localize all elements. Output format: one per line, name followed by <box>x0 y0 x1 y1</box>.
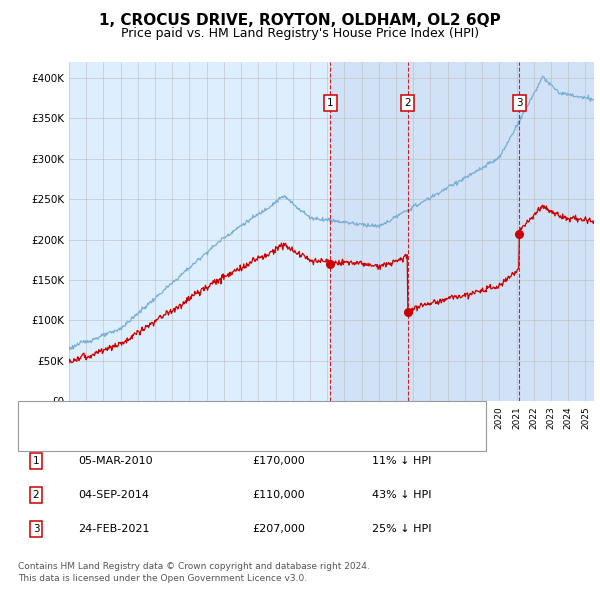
Text: £170,000: £170,000 <box>252 457 305 466</box>
Text: 05-MAR-2010: 05-MAR-2010 <box>78 457 152 466</box>
Text: 1: 1 <box>32 457 40 466</box>
Text: Price paid vs. HM Land Registry's House Price Index (HPI): Price paid vs. HM Land Registry's House … <box>121 27 479 40</box>
Text: £110,000: £110,000 <box>252 490 305 500</box>
Text: 2: 2 <box>32 490 40 500</box>
Bar <box>330 62 408 401</box>
Text: 43% ↓ HPI: 43% ↓ HPI <box>372 490 431 500</box>
Text: 1: 1 <box>327 98 334 107</box>
Text: 3: 3 <box>32 524 40 533</box>
Text: £207,000: £207,000 <box>252 524 305 533</box>
Text: 1, CROCUS DRIVE, ROYTON, OLDHAM, OL2 6QP (detached house): 1, CROCUS DRIVE, ROYTON, OLDHAM, OL2 6QP… <box>60 410 425 420</box>
Text: 2: 2 <box>404 98 411 107</box>
Text: 04-SEP-2014: 04-SEP-2014 <box>78 490 149 500</box>
Bar <box>408 62 519 401</box>
Text: 25% ↓ HPI: 25% ↓ HPI <box>372 524 431 533</box>
Text: Contains HM Land Registry data © Crown copyright and database right 2024.: Contains HM Land Registry data © Crown c… <box>18 562 370 571</box>
Text: 11% ↓ HPI: 11% ↓ HPI <box>372 457 431 466</box>
Text: 3: 3 <box>516 98 523 107</box>
Text: HPI: Average price, detached house, Oldham: HPI: Average price, detached house, Oldh… <box>60 432 310 442</box>
Bar <box>519 62 594 401</box>
Text: This data is licensed under the Open Government Licence v3.0.: This data is licensed under the Open Gov… <box>18 574 307 583</box>
Text: 24-FEB-2021: 24-FEB-2021 <box>78 524 149 533</box>
Text: 1, CROCUS DRIVE, ROYTON, OLDHAM, OL2 6QP: 1, CROCUS DRIVE, ROYTON, OLDHAM, OL2 6QP <box>99 13 501 28</box>
